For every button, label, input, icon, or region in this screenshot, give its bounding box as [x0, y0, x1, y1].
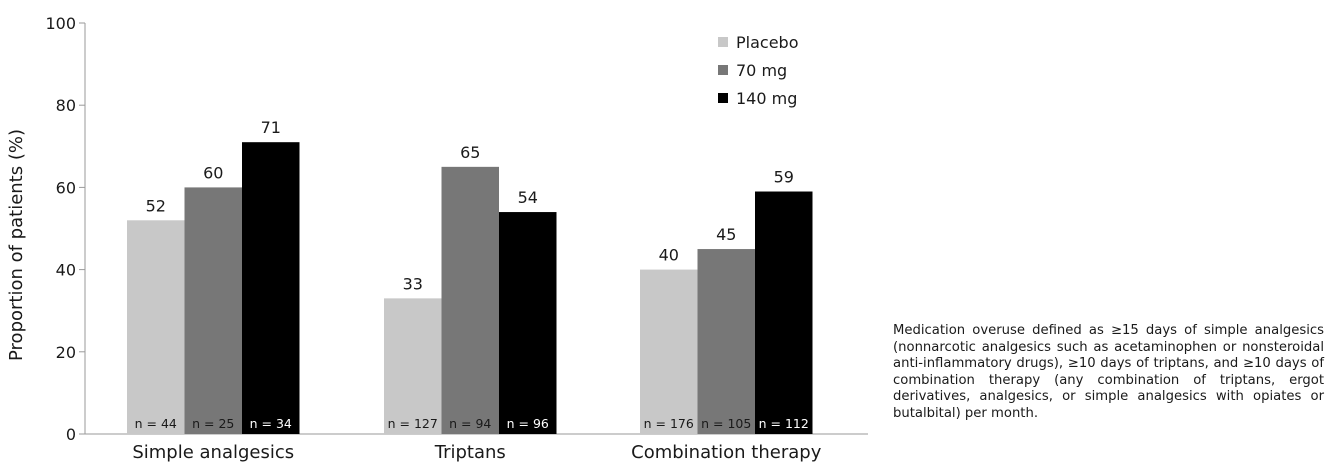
bar-n-label: n = 127 [388, 416, 438, 431]
bar [499, 212, 557, 434]
bar-chart: 0 20 40 60 80 100 52 n = 44 33 n = 127 40 n = 176 6… [6, 14, 868, 463]
bar [184, 187, 242, 434]
bar [755, 191, 813, 434]
legend-label: Placebo [736, 33, 798, 52]
legend-label: 140 mg [736, 89, 797, 108]
x-category-label: Triptans [434, 442, 506, 463]
bar [640, 269, 698, 434]
legend-swatch [718, 93, 728, 103]
x-category-label: Simple analgesics [132, 442, 294, 463]
legend: Placebo 70 mg 140 mg [718, 33, 798, 108]
legend-label: 70 mg [736, 61, 787, 80]
bar-n-label: n = 44 [135, 416, 177, 431]
bar-value-label: 71 [261, 118, 281, 137]
bar-value-label: 45 [716, 225, 736, 244]
bars [127, 142, 813, 434]
y-tick-label: 80 [56, 96, 76, 115]
labels: 52 n = 44 33 n = 127 40 n = 176 60 n = 25 65 n = … [132, 118, 821, 463]
bar-value-label: 65 [460, 143, 480, 162]
legend-swatch [718, 37, 728, 47]
bar [384, 298, 442, 434]
bar-value-label: 33 [403, 274, 423, 293]
bar [242, 142, 300, 434]
y-tick-label: 40 [56, 261, 76, 280]
bar-value-label: 40 [659, 246, 679, 265]
bar-n-label: n = 94 [449, 416, 491, 431]
y-tick-label: 0 [66, 425, 76, 444]
bar-n-label: n = 34 [250, 416, 292, 431]
bar [441, 166, 499, 434]
bar-n-label: n = 96 [507, 416, 549, 431]
legend-swatch [718, 65, 728, 75]
bar [697, 249, 755, 434]
bar-n-label: n = 105 [701, 416, 751, 431]
figure-caption: Medication overuse defined as ≥15 days o… [893, 323, 1324, 421]
bar-n-label: n = 25 [192, 416, 234, 431]
bar-n-label: n = 112 [759, 416, 809, 431]
bar-value-label: 54 [518, 188, 538, 207]
x-category-label: Combination therapy [631, 442, 822, 463]
bar [127, 220, 185, 434]
bar-value-label: 59 [774, 168, 794, 187]
bar-value-label: 60 [203, 163, 223, 182]
y-tick-label: 20 [56, 343, 76, 362]
y-tick-label: 60 [56, 178, 76, 197]
y-tick-label: 100 [45, 14, 76, 33]
y-axis-label: Proportion of patients (%) [6, 129, 27, 361]
bar-n-label: n = 176 [644, 416, 694, 431]
bar-value-label: 52 [146, 196, 166, 215]
